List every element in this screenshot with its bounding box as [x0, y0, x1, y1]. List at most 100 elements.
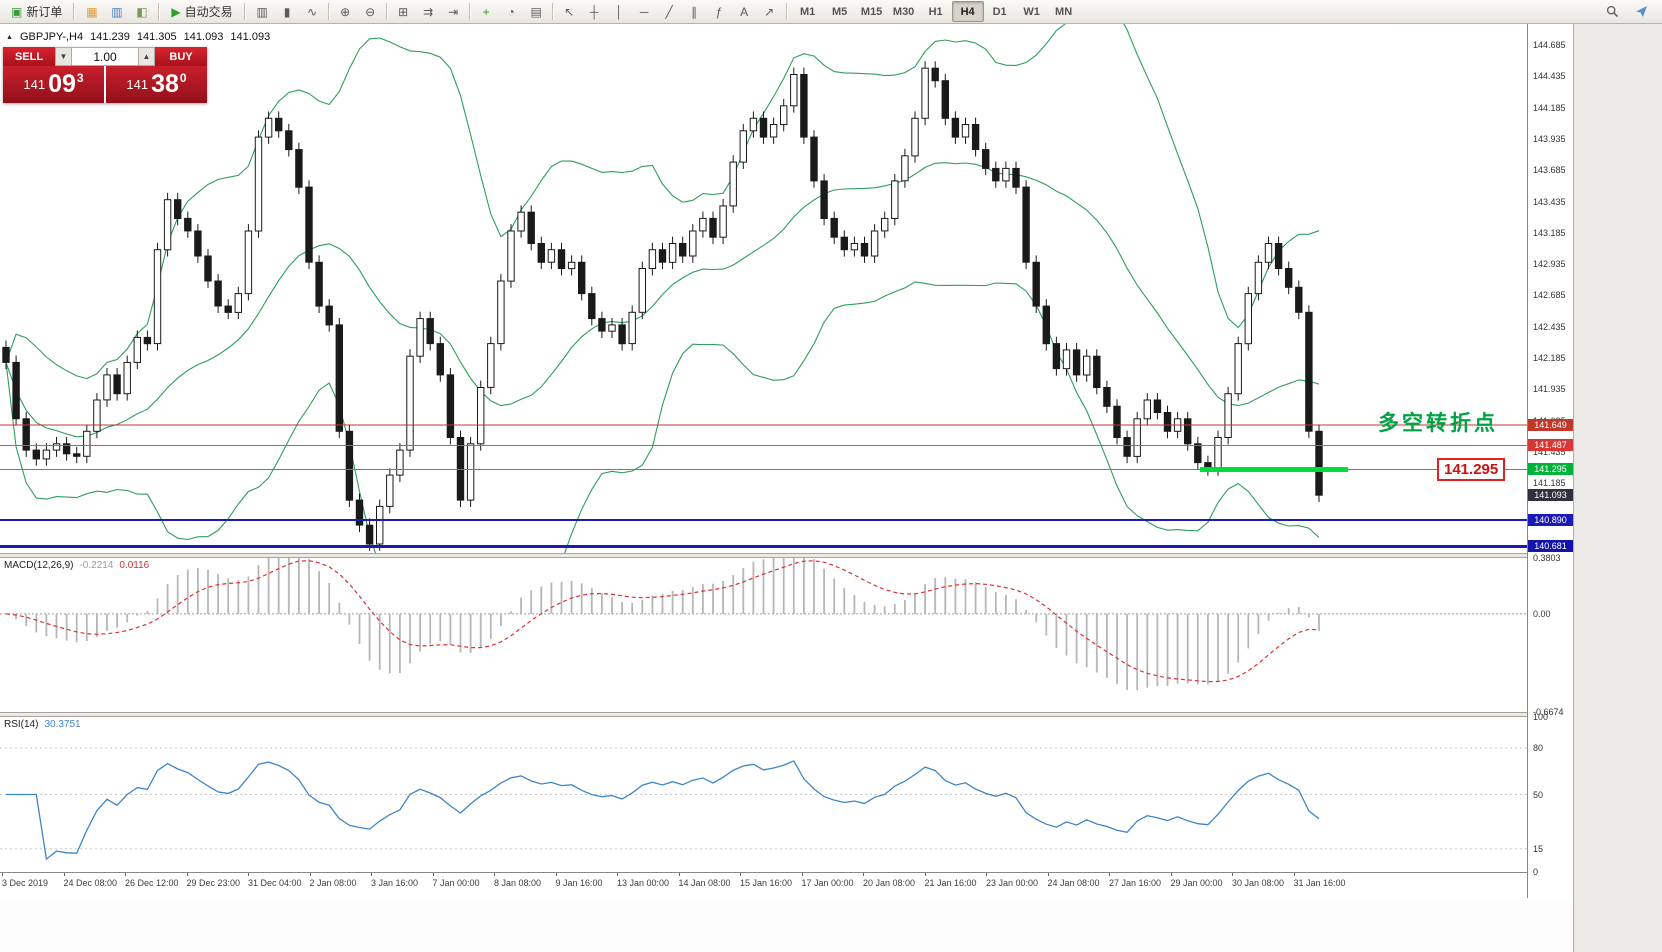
time-tick — [186, 873, 188, 876]
timeframe-h4[interactable]: H4 — [951, 1, 984, 22]
periods-icon[interactable]: ◔ — [507, 4, 515, 19]
horizontal-line-icon[interactable]: ─ — [639, 4, 649, 19]
right-dock — [1573, 24, 1662, 952]
time-label: 2 Jan 08:00 — [309, 878, 357, 888]
macd-main-value: -0.2214 — [79, 560, 114, 571]
price-tick: 143.435 — [1533, 196, 1566, 207]
time-axis[interactable]: 3 Dec 2019 24 Dec 08:00 26 Dec 12:00 29 Dec… — [0, 872, 1572, 899]
price-tick: 143.185 — [1533, 227, 1566, 238]
auto-scroll-icon[interactable]: ⇉ — [423, 4, 434, 19]
buy-price-point: 0 — [179, 70, 187, 85]
channel-icon[interactable]: ∥ — [691, 4, 698, 19]
volume-decrease-button[interactable]: ▼ — [55, 47, 72, 66]
macd-signal-value: 0.0116 — [119, 560, 150, 571]
symbol-period: GBPJPY-,H4 — [19, 31, 84, 43]
rsi-name: RSI(14) — [4, 719, 39, 730]
toolbar-separator — [243, 3, 246, 20]
time-label: 24 Dec 08:00 — [63, 878, 118, 888]
price-tick: -0.6674 — [1533, 707, 1564, 717]
text-icon[interactable]: A — [740, 4, 749, 19]
price-level-label: 141.295 — [1528, 463, 1573, 476]
zoom-in-icon[interactable]: ⊕ — [340, 4, 351, 19]
sell-button[interactable]: 141 09 3 — [3, 66, 104, 103]
time-tick — [125, 873, 126, 876]
toolbar: ▣ 新订单 ▦ ▥ ◧ ▶ 自动交易 ▥ ▮ ∿ ⊕ ⊖ ⊞ ⇉ ⇥ + ◔ ▤ ↖ ┼ │ ─ ╱ ∥ ƒ A ↗ M1… — [0, 0, 1662, 24]
toolbar-separator — [385, 3, 388, 20]
price-axis[interactable]: 144.685 144.435 144.185 143.935 143.685 143.4… — [1527, 24, 1573, 898]
toolbar-separator — [158, 3, 161, 20]
send-icon[interactable] — [1629, 1, 1654, 23]
fibonacci-icon[interactable]: ƒ — [715, 4, 723, 19]
toolbar-separator — [327, 3, 330, 20]
market-watch-icon[interactable]: ▦ — [86, 4, 98, 19]
time-label: 8 Jan 08:00 — [494, 878, 542, 888]
time-tick — [2, 873, 3, 876]
rsi-panel-canvas[interactable] — [0, 717, 1527, 872]
collapse-icon[interactable]: ▲ — [6, 33, 13, 41]
toolbar-right-group — [1600, 1, 1658, 23]
templates-icon[interactable]: ▤ — [530, 4, 542, 19]
volume-increase-button[interactable]: ▲ — [138, 47, 155, 66]
crosshair-icon[interactable]: ┼ — [589, 4, 599, 19]
sell-header: SELL — [3, 47, 55, 66]
search-icon[interactable] — [1600, 1, 1625, 23]
panel-splitter[interactable] — [0, 553, 1572, 558]
price-tick: 142.685 — [1533, 290, 1566, 301]
price-level-label: 140.890 — [1528, 514, 1573, 527]
time-label: 30 Jan 08:00 — [1232, 878, 1285, 888]
timeframe-m5[interactable]: M5 — [831, 5, 848, 18]
chart-shift-icon[interactable]: ⇥ — [448, 4, 459, 19]
main-chart-canvas[interactable] — [0, 24, 1527, 553]
timeframe-d1[interactable]: D1 — [992, 5, 1007, 18]
timeframe-h1[interactable]: H1 — [928, 5, 943, 18]
price-tick: 141.435 — [1533, 446, 1566, 457]
sell-price-pips: 09 — [48, 70, 76, 98]
new-order-button[interactable]: ▣ 新订单 — [4, 1, 69, 23]
price-tick: 141.185 — [1533, 478, 1566, 489]
timeframe-m30[interactable]: M30 — [892, 5, 915, 18]
price-tag-label[interactable]: 141.295 — [1437, 458, 1506, 481]
bar-chart-icon[interactable]: ▥ — [256, 4, 268, 19]
time-tick — [432, 873, 434, 876]
time-label: 27 Jan 16:00 — [1109, 878, 1162, 888]
timeframe-bar: M1 M5 M15 M30 H1 H4 D1 W1 MN — [792, 1, 1080, 22]
timeframe-w1[interactable]: W1 — [1023, 5, 1040, 18]
timeframe-m1[interactable]: M1 — [799, 5, 816, 18]
indicators-icon[interactable]: + — [482, 4, 490, 19]
time-label: 20 Jan 08:00 — [863, 878, 916, 888]
price-level-label: 141.093 — [1528, 488, 1573, 501]
time-tick — [494, 873, 495, 876]
zoom-out-icon[interactable]: ⊖ — [365, 4, 376, 19]
panel-splitter[interactable] — [0, 712, 1572, 717]
buy-button[interactable]: 141 38 0 — [106, 66, 207, 103]
line-chart-icon[interactable]: ∿ — [307, 4, 318, 19]
window-toggle-group: ▦ ▥ ◧ — [79, 1, 154, 23]
vertical-line-icon[interactable]: │ — [615, 4, 623, 19]
autotrading-icon: ▶ — [171, 4, 181, 19]
annotation-turning-point[interactable]: 多空转折点 — [1378, 412, 1498, 435]
time-tick — [801, 873, 803, 876]
time-label: 9 Jan 16:00 — [555, 878, 603, 888]
data-window-icon[interactable]: ▥ — [111, 4, 123, 19]
volume-input[interactable]: 1.00 — [72, 47, 138, 66]
price-tick: 15 — [1533, 843, 1544, 854]
time-tick — [924, 873, 926, 876]
price-tick: 0.3803 — [1533, 553, 1561, 563]
candle-chart-icon[interactable]: ▮ — [283, 4, 291, 19]
cursor-icon[interactable]: ↖ — [564, 4, 575, 19]
price-tick: 142.435 — [1533, 321, 1566, 332]
trendline-icon[interactable]: ╱ — [665, 4, 673, 19]
time-labels: 3 Dec 2019 24 Dec 08:00 26 Dec 12:00 29 Dec… — [0, 873, 1527, 899]
navigator-icon[interactable]: ◧ — [136, 4, 148, 19]
timeframe-mn[interactable]: MN — [1055, 5, 1073, 18]
macd-panel-canvas[interactable] — [0, 558, 1527, 712]
toolbar-separator — [73, 3, 76, 20]
tile-windows-icon[interactable]: ⊞ — [398, 4, 409, 19]
time-label: 21 Jan 16:00 — [924, 878, 977, 888]
price-tick: 142.935 — [1533, 259, 1566, 270]
timeframe-m15[interactable]: M15 — [860, 5, 883, 18]
autotrading-button[interactable]: ▶ 自动交易 — [164, 1, 239, 23]
arrow-tools-icon[interactable]: ↗ — [764, 4, 775, 19]
high-value: 141.305 — [136, 31, 177, 43]
time-label: 3 Dec 2019 — [2, 878, 49, 888]
